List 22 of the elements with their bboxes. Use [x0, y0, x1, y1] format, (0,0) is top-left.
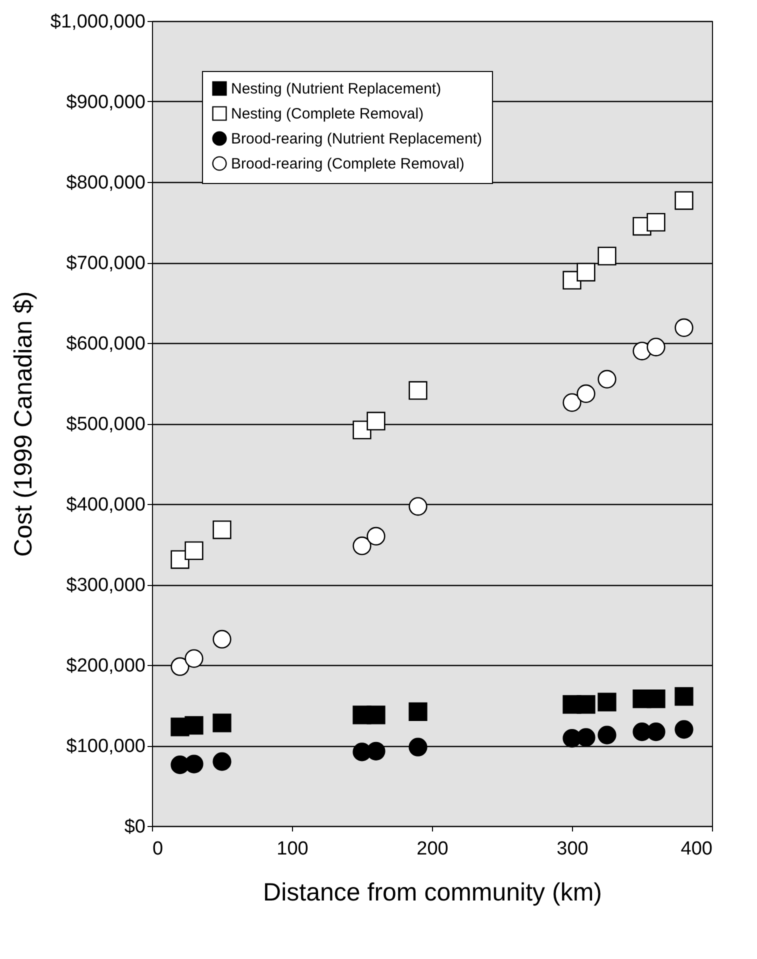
y-tick-label: $600,000 — [66, 334, 146, 354]
y-tick-label: $300,000 — [66, 575, 146, 596]
y-axis-title: Cost (1999 Canadian $) — [9, 291, 38, 557]
y-tick-label: $100,000 — [66, 736, 146, 757]
x-tick-label: 100 — [276, 838, 308, 860]
legend-label: Brood-rearing (Complete Removal) — [231, 156, 464, 172]
y-tick-label: $500,000 — [66, 414, 146, 435]
y-tick-label: $800,000 — [66, 172, 146, 194]
y-tick-label: $400,000 — [66, 494, 146, 516]
y-tick-label: $200,000 — [66, 656, 146, 676]
legend-label: Nesting (Nutrient Replacement) — [231, 80, 442, 98]
y-tick-label: $700,000 — [66, 253, 146, 274]
y-tick-label: $1,000,000 — [50, 12, 146, 32]
x-tick-label: 0 — [152, 838, 164, 860]
x-tick-label: 300 — [556, 838, 588, 860]
x-tick-label: 400 — [680, 838, 712, 860]
y-tick-label: $0 — [124, 816, 146, 838]
legend-label: Brood-rearing (Nutrient Replacement) — [231, 130, 482, 148]
x-tick-label: 200 — [416, 838, 448, 860]
x-axis-title: Distance from community (km) — [263, 878, 602, 906]
legend-label: Nesting (Complete Removal) — [231, 106, 424, 122]
y-tick-label: $900,000 — [66, 92, 146, 113]
